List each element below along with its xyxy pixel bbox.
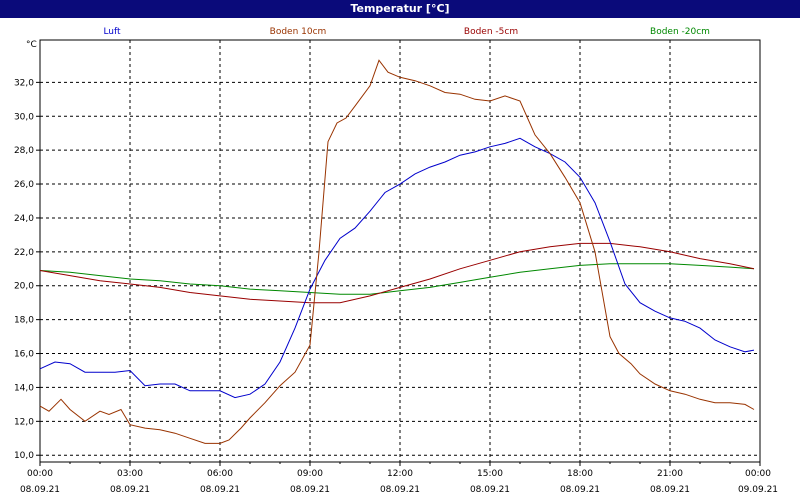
series-line-boden-10cm xyxy=(39,59,755,444)
x-tick-date: 08.09.21 xyxy=(20,485,60,495)
legend: Luft Boden 10cm Boden -5cm Boden -20cm xyxy=(103,27,710,37)
y-ticks: 10,0 12,0 14,0 16,0 18,0 20,0 22,0 24,0 26,0 28,0… xyxy=(14,78,40,461)
y-tick-label: 10,0 xyxy=(14,451,34,461)
y-tick-label: 12,0 xyxy=(14,417,34,427)
y-tick-label: 28,0 xyxy=(14,146,34,156)
y-tick-label: 32,0 xyxy=(14,78,34,88)
series-line-luft xyxy=(39,137,755,399)
series-line-boden-5cm xyxy=(39,242,755,304)
y-tick-label: 18,0 xyxy=(14,316,34,326)
x-tick-date: 09.09.21 xyxy=(738,485,778,495)
window-title: Temperatur [°C] xyxy=(0,0,800,18)
x-tick-time: 18:00 xyxy=(567,469,593,479)
grid xyxy=(40,40,760,462)
x-tick-date: 08.09.21 xyxy=(470,485,510,495)
x-tick-time: 09:00 xyxy=(297,469,323,479)
x-tick-date: 08.09.21 xyxy=(290,485,330,495)
x-tick-time: 21:00 xyxy=(657,469,683,479)
x-tick-time: 03:00 xyxy=(117,469,143,479)
y-tick-label: 30,0 xyxy=(14,112,34,122)
y-tick-label: 26,0 xyxy=(14,180,34,190)
x-tick-date: 08.09.21 xyxy=(560,485,600,495)
x-tick-time: 00:00 xyxy=(27,469,53,479)
x-tick-date: 08.09.21 xyxy=(200,485,240,495)
y-tick-label: 14,0 xyxy=(14,383,34,393)
x-tick-date: 08.09.21 xyxy=(110,485,150,495)
y-tick-label: 22,0 xyxy=(14,248,34,258)
series-line-boden-20cm xyxy=(39,263,755,295)
x-tick-time: 15:00 xyxy=(477,469,503,479)
y-tick-label: 20,0 xyxy=(14,282,34,292)
x-tick-time: 00:00 xyxy=(745,469,771,479)
x-ticks: 00:00 08.09.21 03:00 08.09.21 06:00 08.09.21 0… xyxy=(20,462,778,495)
series-group xyxy=(39,59,755,444)
x-tick-date: 08.09.21 xyxy=(650,485,690,495)
x-tick-time: 12:00 xyxy=(387,469,413,479)
legend-entry: Boden 10cm xyxy=(270,27,327,37)
y-tick-label: 16,0 xyxy=(14,350,34,360)
x-tick-date: 08.09.21 xyxy=(380,485,420,495)
legend-entry: Luft xyxy=(103,27,121,37)
legend-entry: Boden -20cm xyxy=(650,27,710,37)
x-tick-time: 06:00 xyxy=(207,469,233,479)
legend-entry: Boden -5cm xyxy=(464,27,518,37)
y-axis-unit: °C xyxy=(26,40,37,50)
y-tick-label: 24,0 xyxy=(14,214,34,224)
